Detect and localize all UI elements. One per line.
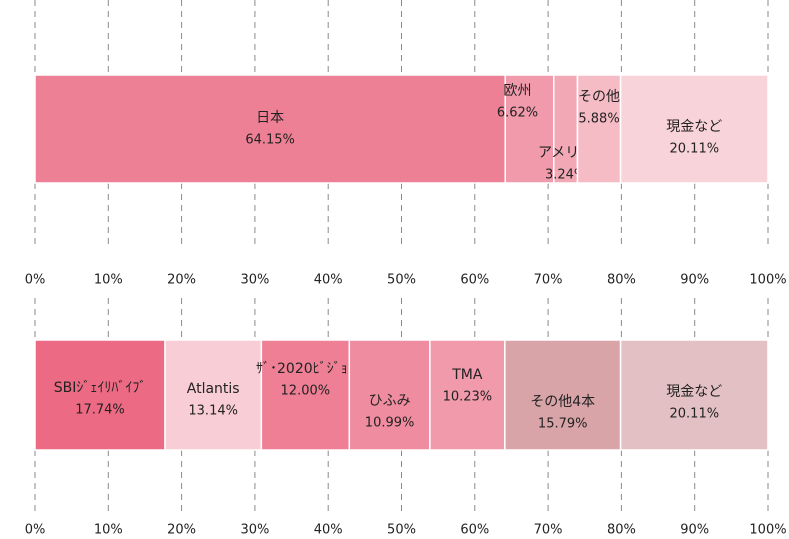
x-tick-label: 50% [387,273,416,288]
segment-value-label: 5.88% [578,112,619,127]
segment-value-label: 6.62% [497,106,538,121]
x-tick-label: 100% [749,523,786,538]
x-tick-label: 20% [167,273,196,288]
segment-value-label: 13.14% [188,404,238,419]
x-tick-label: 50% [387,523,416,538]
bar-segment [429,339,506,451]
x-tick-label: 90% [680,273,709,288]
segment-name: 欧州 [503,83,531,99]
x-tick-label: 40% [314,273,343,288]
x-tick-label: 20% [167,523,196,538]
x-tick-label: 80% [607,273,636,288]
bar-segment [504,339,622,451]
segment-name: TMA [451,367,483,383]
x-tick-label: 60% [460,273,489,288]
x-tick-label: 30% [240,523,269,538]
x-tick-label: 0% [25,273,46,288]
bar-segment [34,339,166,451]
x-tick-label: 90% [680,523,709,538]
segment-name: ひふみ [369,393,411,409]
segment-name: SBIｼﾞｪｲﾘﾊﾞｲﾌﾞ [54,380,147,396]
segment-name: Atlantis [187,381,240,397]
segment-value-label: 10.23% [443,390,493,405]
x-tick-label: 100% [749,273,786,288]
segment-name: その他4本 [530,394,595,410]
segment-value-label: 17.74% [75,403,125,418]
segment-value-label: 20.11% [670,407,720,422]
segment-name: ｻﾞ･2020ﾋﾞｼﾞｮﾝ [256,361,355,377]
bar-segment [504,74,555,184]
segment-value-label: 15.79% [538,417,588,432]
bar-segment [619,339,769,451]
segment-name: 日本 [256,110,284,126]
bar-segment [260,339,351,451]
x-tick-label: 0% [25,523,46,538]
segment-value-label: 64.15% [245,133,295,148]
x-tick-label: 70% [534,273,563,288]
x-tick-label: 80% [607,523,636,538]
x-tick-label: 30% [240,273,269,288]
x-tick-label: 40% [314,523,343,538]
segment-name: 現金など [666,119,722,135]
segment-name: その他 [578,89,620,105]
bar-segment [164,339,263,451]
x-tick-label: 70% [534,523,563,538]
segment-name: 現金など [666,384,722,400]
x-tick-label: 60% [460,523,489,538]
segment-value-label: 20.11% [670,142,720,157]
x-tick-label: 10% [94,273,123,288]
x-tick-label: 10% [94,523,123,538]
segment-value-label: 10.99% [365,416,415,431]
segment-value-label: 3.24% [545,168,586,183]
bar-segment [619,74,769,184]
segment-value-label: 12.00% [281,384,331,399]
bar-segment [34,74,506,184]
